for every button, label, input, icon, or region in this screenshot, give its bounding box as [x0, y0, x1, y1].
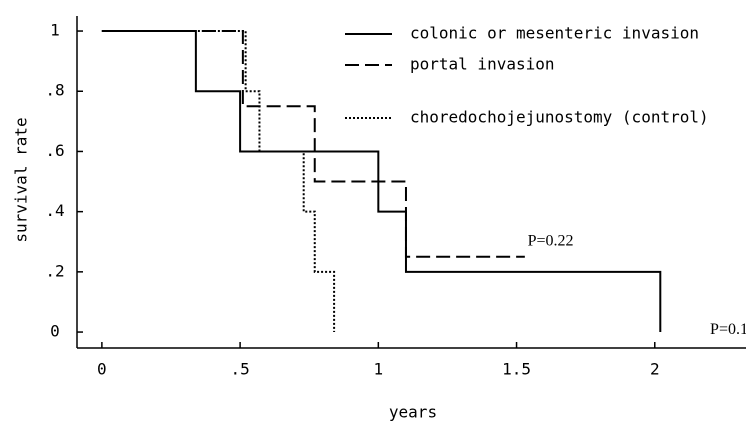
y-tick-label: 1	[50, 21, 60, 40]
legend-label: colonic or mesenteric invasion	[410, 24, 699, 43]
x-tick-label: 1.5	[502, 360, 531, 379]
annotation: P=0.19	[710, 321, 746, 338]
legend-label: portal invasion	[410, 55, 555, 74]
y-tick-label: .4	[45, 201, 64, 220]
x-axis-label: years	[389, 403, 437, 422]
survival-curve	[101, 30, 336, 333]
survival-curve	[101, 30, 662, 333]
x-tick-label: 2	[650, 360, 660, 379]
legend-label: choredochojejunostomy (control)	[410, 108, 709, 127]
x-tick-label: 1	[374, 360, 384, 379]
y-tick-label: 0	[50, 322, 60, 341]
y-axis-label: survival rate	[12, 117, 31, 242]
y-tick-label: .6	[45, 141, 64, 160]
y-tick-label: .8	[45, 81, 64, 100]
annotation: P=0.22	[528, 232, 574, 249]
survival-curve	[101, 30, 525, 258]
x-tick-label: .5	[230, 360, 249, 379]
x-tick-label: 0	[97, 360, 107, 379]
y-tick-label: .2	[45, 261, 64, 280]
